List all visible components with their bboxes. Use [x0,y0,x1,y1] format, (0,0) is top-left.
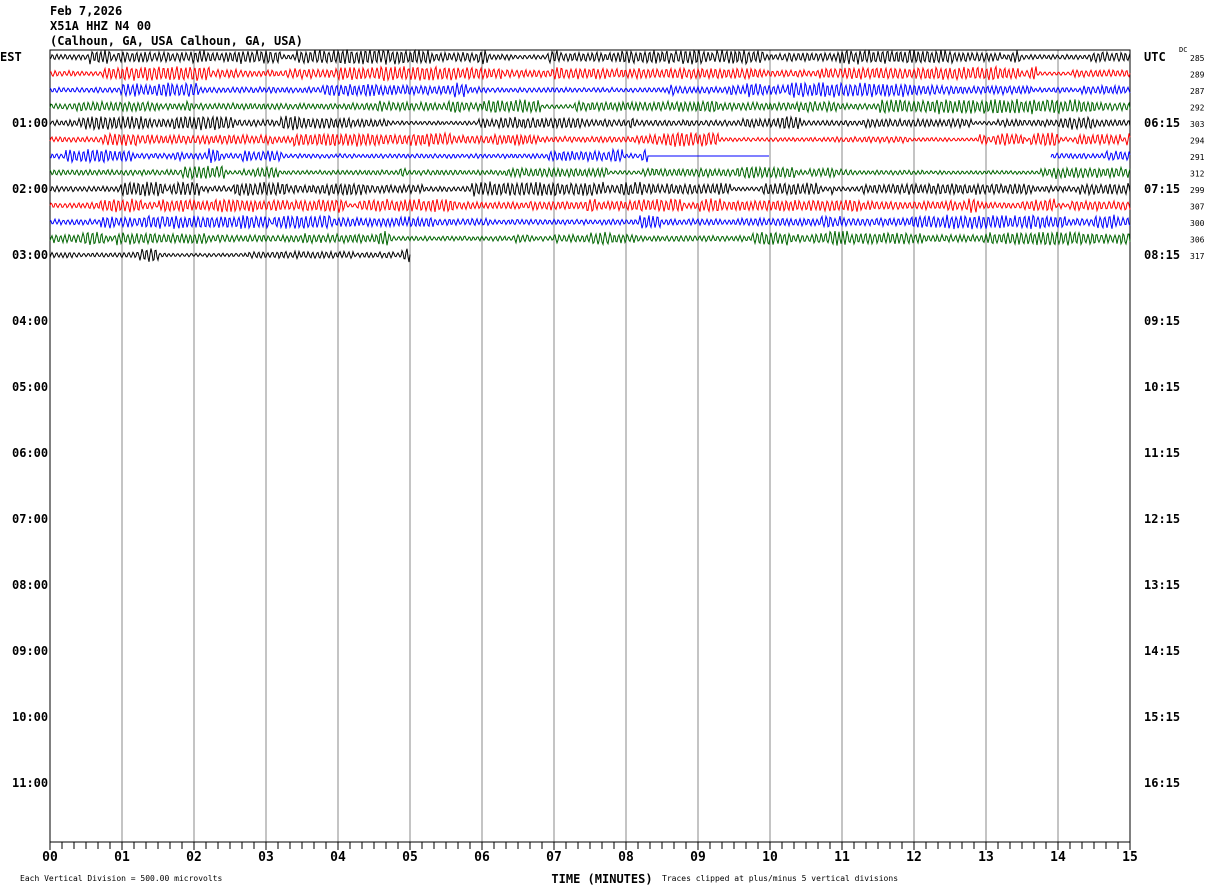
right-hour-label: 09:15 [1144,314,1180,328]
left-hour-label: 03:00 [12,248,48,262]
x-tick-label: 11 [834,850,850,865]
x-tick-label: 10 [762,850,778,865]
location-title: (Calhoun, GA, USA Calhoun, GA, USA) [50,34,303,48]
x-tick-label: 01 [114,850,130,865]
dc-offset-value: 307 [1190,203,1205,212]
left-hour-label: 06:00 [12,446,48,460]
seismic-trace [49,131,1131,148]
seismic-trace [49,48,1131,66]
dc-offset-value: 299 [1190,186,1205,195]
right-hour-label: 14:15 [1144,644,1180,658]
left-hour-label: 10:00 [12,710,48,724]
x-tick-label: 07 [546,850,562,865]
seismic-trace [49,197,1131,214]
x-tick-label: 08 [618,850,634,865]
dc-offset-value: 292 [1190,104,1205,113]
dc-offset-value: 287 [1190,87,1205,96]
left-hour-label: 09:00 [12,644,48,658]
dc-label: DC [1179,46,1187,54]
right-hour-label: 08:15 [1144,248,1180,262]
dc-offset-value: 312 [1190,170,1205,179]
utc-label: UTC [1144,50,1166,64]
right-hour-label: 15:15 [1144,710,1180,724]
seismic-trace [50,64,1131,82]
clip-note: Traces clipped at plus/minus 5 vertical … [662,874,898,883]
x-tick-label: 06 [474,850,490,865]
x-tick-label: 13 [978,850,994,865]
dc-offset-value: 300 [1190,219,1205,228]
dc-offset-value: 303 [1190,120,1205,129]
dc-offset-value: 285 [1190,54,1205,63]
right-hour-label: 11:15 [1144,446,1180,460]
seismic-trace [49,165,1131,181]
left-hour-label: 08:00 [12,578,48,592]
right-hour-label: 07:15 [1144,182,1180,196]
right-hour-label: 06:15 [1144,116,1180,130]
x-tick-label: 14 [1050,850,1066,865]
x-tick-label: 09 [690,850,706,865]
seismic-trace [49,248,411,263]
left-hour-label: 11:00 [12,776,48,790]
seismic-trace [49,230,1131,247]
seismic-trace [49,81,1131,98]
seismic-trace [49,115,1131,132]
x-tick-label: 05 [402,850,418,865]
est-label: EST [0,50,22,64]
right-hour-label: 12:15 [1144,512,1180,526]
x-tick-label: 03 [258,850,274,865]
dc-offset-value: 317 [1190,252,1205,261]
x-tick-label: 12 [906,850,922,865]
left-hour-label: 04:00 [12,314,48,328]
right-hour-label: 16:15 [1144,776,1180,790]
x-tick-label: 02 [186,850,202,865]
seismic-trace [49,98,1131,115]
left-hour-label: 02:00 [12,182,48,196]
station-title: X51A HHZ N4 00 [50,19,152,33]
seismic-trace [49,180,1131,197]
left-hour-label: 01:00 [12,116,48,130]
seismic-trace [49,147,1131,164]
x-tick-label: 15 [1122,850,1138,865]
x-tick-label: 04 [330,850,346,865]
scale-note: Each Vertical Division = 500.00 microvol… [20,874,222,883]
left-hour-label: 05:00 [12,380,48,394]
dc-offset-value: 306 [1190,236,1205,245]
dc-offset-value: 294 [1190,137,1205,146]
x-tick-label: 00 [42,850,58,865]
right-hour-label: 13:15 [1144,578,1180,592]
dc-offset-value: 289 [1190,71,1205,80]
x-axis-label: TIME (MINUTES) [551,872,652,886]
dc-offset-value: 291 [1190,153,1205,162]
left-hour-label: 07:00 [12,512,48,526]
right-hour-label: 10:15 [1144,380,1180,394]
date-title: Feb 7,2026 [50,4,123,18]
seismic-trace [49,214,1131,230]
